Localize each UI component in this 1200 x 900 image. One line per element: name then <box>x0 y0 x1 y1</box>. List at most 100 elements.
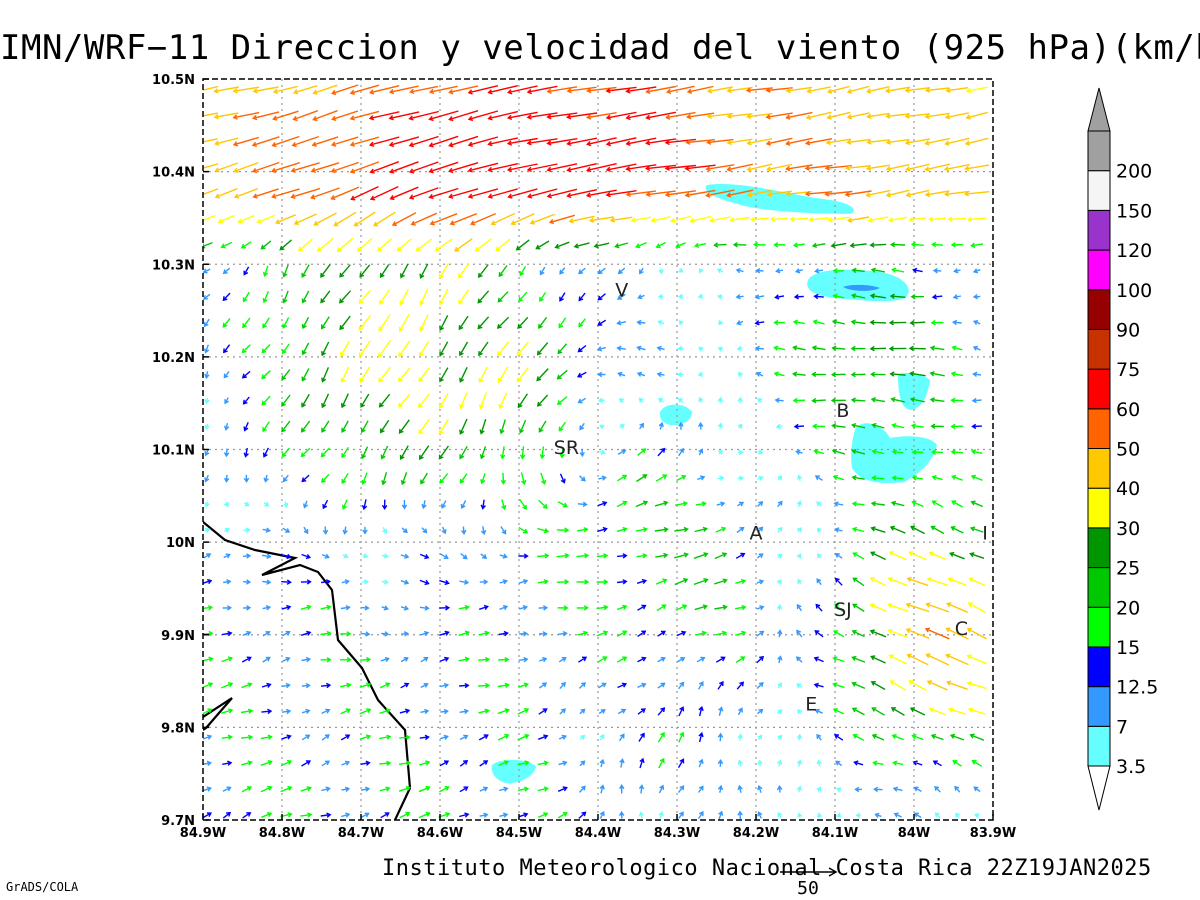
wind-arrow <box>637 630 647 637</box>
wind-arrow <box>617 553 628 559</box>
wind-arrow <box>804 138 833 146</box>
wind-arrow <box>419 605 430 611</box>
wind-arrow <box>658 811 664 819</box>
wind-arrow <box>617 682 628 689</box>
wind-arrow <box>360 786 371 792</box>
wind-arrow <box>735 293 744 300</box>
wind-arrow <box>454 238 473 252</box>
x-tick-label: 84.4W <box>575 826 621 841</box>
wind-arrow <box>908 371 926 377</box>
wind-arrow <box>645 85 677 95</box>
wind-arrow <box>674 500 689 507</box>
wind-arrow <box>796 553 802 559</box>
wind-arrow <box>636 553 648 559</box>
wind-arrow <box>792 345 806 351</box>
wind-arrow <box>737 759 743 767</box>
wind-arrow <box>526 112 558 120</box>
wind-arrow <box>870 655 886 664</box>
wind-arrow <box>947 216 967 222</box>
wind-arrow <box>204 318 210 328</box>
wind-arrow <box>834 603 844 613</box>
wind-arrow <box>381 472 388 486</box>
wind-arrow <box>441 526 447 535</box>
wind-arrow <box>439 605 451 611</box>
wind-arrow <box>241 370 251 379</box>
wind-arrow <box>256 214 276 224</box>
wind-arrow <box>832 268 844 274</box>
wind-arrow <box>281 447 291 458</box>
wind-arrow <box>558 317 567 329</box>
wind-arrow <box>399 445 409 461</box>
wind-arrow <box>538 682 548 689</box>
wind-arrow <box>964 137 989 146</box>
wind-arrow <box>934 785 941 793</box>
wind-arrow <box>459 473 468 484</box>
wind-arrow <box>498 392 508 410</box>
wind-arrow <box>630 216 652 223</box>
colorbar-label: 90 <box>1116 319 1140 341</box>
wind-arrow <box>418 367 430 383</box>
place-label: E <box>805 694 817 716</box>
wind-arrow <box>356 237 373 253</box>
wind-arrow <box>676 630 687 637</box>
wind-arrow <box>827 85 850 94</box>
wind-arrow <box>637 294 645 300</box>
wind-arrow <box>851 267 865 274</box>
wind-arrow <box>281 420 291 433</box>
wind-arrow <box>735 267 744 274</box>
wind-arrow <box>460 500 467 510</box>
wind-arrow <box>361 472 368 486</box>
wind-arrow <box>885 164 910 172</box>
wind-arrow <box>399 734 411 741</box>
wind-arrow <box>596 553 609 559</box>
wind-arrow <box>586 137 617 147</box>
wind-arrow <box>341 447 349 459</box>
wind-arrow <box>657 397 664 403</box>
wind-arrow <box>336 237 354 253</box>
wind-arrow <box>281 604 292 611</box>
wind-arrow <box>459 341 469 357</box>
wind-arrow <box>282 317 290 329</box>
x-tick-label: 84.2W <box>733 826 779 841</box>
wind-arrow <box>950 423 964 430</box>
wind-arrow <box>713 242 727 248</box>
wind-arrow <box>616 656 628 663</box>
wind-arrow <box>869 319 887 326</box>
wind-arrow <box>616 526 628 533</box>
wind-arrow <box>467 110 499 122</box>
wind-arrow <box>694 242 707 249</box>
wind-arrow <box>548 214 575 225</box>
colorbar-label: 120 <box>1116 240 1152 262</box>
wind-arrow <box>421 527 428 534</box>
wind-arrow <box>869 293 886 299</box>
wind-arrow <box>872 760 884 766</box>
y-tick-label: 9.9N <box>161 629 195 644</box>
wind-arrow <box>715 526 727 533</box>
wind-arrow <box>518 812 529 818</box>
wind-arrow <box>576 605 589 611</box>
wind-arrow <box>479 392 488 410</box>
wind-arrow <box>251 161 280 174</box>
wind-arrow <box>380 264 390 278</box>
wind-arrow <box>972 320 981 326</box>
wind-arrow <box>519 419 527 434</box>
wind-arrow <box>889 293 906 300</box>
wind-arrow <box>408 187 439 200</box>
wind-arrow <box>204 344 210 354</box>
wind-arrow <box>400 579 410 585</box>
wind-arrow <box>397 367 411 383</box>
wind-arrow <box>578 318 586 328</box>
wind-arrow <box>614 242 629 249</box>
wind-arrow <box>785 111 813 120</box>
wind-arrow <box>716 501 726 507</box>
wind-arrow <box>389 186 419 201</box>
wind-arrow <box>496 316 510 329</box>
wind-arrow <box>904 87 931 94</box>
wind-arrow <box>261 395 271 406</box>
wind-arrow <box>796 500 802 508</box>
wind-arrow <box>910 423 924 429</box>
wind-arrow <box>832 708 845 715</box>
wind-arrow <box>243 501 250 507</box>
wind-arrow <box>966 627 987 640</box>
colorbar-label: 3.5 <box>1116 756 1146 778</box>
